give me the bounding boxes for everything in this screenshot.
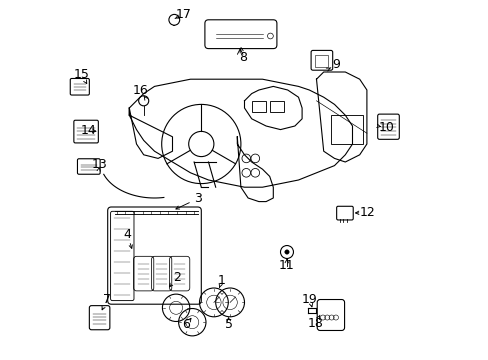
Text: 17: 17 (175, 8, 191, 21)
Text: 14: 14 (81, 124, 97, 137)
Bar (314, 55, 328, 67)
Text: 3: 3 (193, 192, 201, 205)
Text: 13: 13 (92, 158, 107, 171)
Text: 1: 1 (218, 274, 225, 287)
Text: 5: 5 (225, 318, 233, 331)
Text: 11: 11 (278, 259, 294, 272)
Text: 4: 4 (123, 228, 131, 241)
Bar (330, 115, 363, 144)
Text: 7: 7 (103, 293, 111, 306)
Bar (269, 101, 284, 112)
Text: 6: 6 (182, 318, 190, 331)
Bar (251, 101, 265, 112)
Text: 16: 16 (132, 84, 148, 97)
Text: 10: 10 (378, 121, 394, 134)
Text: 19: 19 (302, 293, 317, 306)
Circle shape (284, 250, 288, 254)
Text: 8: 8 (238, 51, 246, 64)
Text: 15: 15 (74, 68, 89, 81)
Text: 2: 2 (173, 271, 181, 284)
Text: 18: 18 (307, 317, 323, 330)
Text: 12: 12 (359, 206, 375, 219)
Text: 9: 9 (332, 58, 340, 71)
